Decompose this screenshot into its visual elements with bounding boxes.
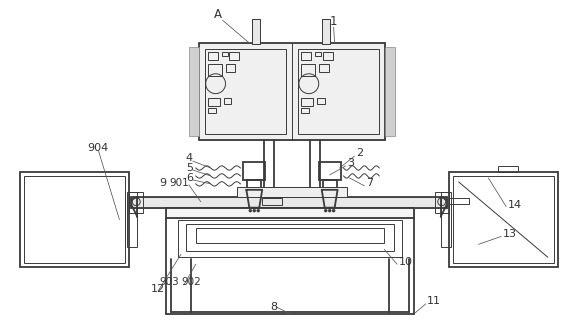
Bar	[225, 64, 235, 72]
Text: 11: 11	[427, 296, 441, 306]
Text: 3: 3	[347, 158, 354, 168]
Bar	[317, 97, 325, 103]
Bar	[208, 52, 217, 60]
Circle shape	[249, 209, 252, 212]
Bar	[322, 19, 329, 44]
Bar	[199, 43, 385, 140]
Bar	[298, 49, 379, 134]
Text: 7: 7	[366, 178, 373, 188]
Bar	[208, 64, 221, 76]
Bar	[243, 162, 265, 180]
Bar	[498, 166, 518, 172]
Bar	[131, 197, 447, 208]
Text: 10: 10	[399, 257, 413, 267]
Bar	[385, 47, 395, 136]
Circle shape	[253, 209, 256, 212]
Bar	[20, 172, 129, 267]
Text: 5: 5	[186, 163, 193, 173]
Bar	[208, 97, 220, 106]
Bar	[301, 64, 315, 76]
Text: 1: 1	[329, 15, 337, 28]
Bar	[301, 109, 309, 114]
Bar	[318, 64, 329, 72]
Bar	[189, 47, 199, 136]
Bar	[229, 52, 239, 60]
Bar	[196, 227, 384, 243]
Text: 6: 6	[186, 173, 193, 183]
Bar	[247, 180, 261, 190]
Bar	[208, 109, 216, 114]
Circle shape	[328, 209, 331, 212]
Bar	[262, 198, 282, 205]
Bar	[301, 97, 313, 106]
Bar	[24, 176, 125, 263]
Bar	[186, 223, 394, 251]
Text: 904: 904	[88, 143, 109, 153]
Bar	[178, 219, 402, 257]
Circle shape	[332, 209, 335, 212]
Bar	[315, 52, 321, 56]
Bar	[322, 19, 329, 44]
Circle shape	[257, 209, 260, 212]
Polygon shape	[322, 190, 338, 208]
Bar	[205, 49, 286, 134]
Bar	[253, 19, 260, 44]
Bar	[242, 195, 342, 202]
Bar	[238, 187, 347, 197]
Bar	[127, 192, 137, 247]
Bar	[435, 192, 449, 213]
Text: 13: 13	[503, 229, 517, 240]
Text: 902: 902	[181, 277, 201, 287]
Text: 901: 901	[169, 178, 189, 188]
Bar	[453, 176, 554, 263]
Bar	[131, 197, 447, 208]
Bar	[199, 43, 385, 140]
Bar	[166, 208, 414, 218]
Bar	[449, 198, 469, 204]
Text: A: A	[214, 8, 221, 21]
Bar	[129, 192, 143, 213]
Bar	[449, 172, 558, 267]
Text: 2: 2	[357, 148, 364, 158]
Text: 8: 8	[270, 302, 277, 312]
Text: 4: 4	[186, 153, 193, 163]
Bar	[166, 208, 414, 218]
Bar	[301, 52, 311, 60]
Bar	[318, 162, 340, 180]
Polygon shape	[246, 190, 262, 208]
Circle shape	[324, 209, 327, 212]
Text: 903: 903	[159, 277, 179, 287]
Bar	[221, 52, 228, 56]
Text: 9: 9	[159, 178, 166, 188]
Bar	[253, 19, 260, 44]
Text: 12: 12	[151, 284, 165, 294]
Bar	[323, 180, 336, 190]
Text: 14: 14	[508, 200, 523, 210]
Bar	[441, 192, 451, 247]
Bar	[224, 97, 231, 103]
Bar	[323, 52, 332, 60]
